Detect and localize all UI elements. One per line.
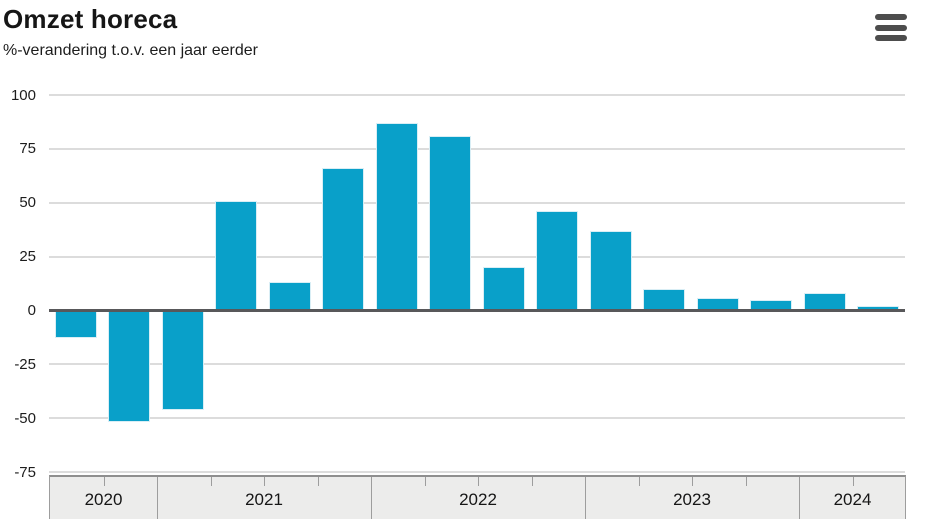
bar-2021-q3[interactable] — [268, 282, 311, 311]
quarter-tick — [852, 477, 854, 486]
bar-2022-q1[interactable] — [375, 123, 418, 311]
chart-subtitle: %-verandering t.o.v. een jaar eerder — [3, 42, 258, 59]
quarter-tick — [317, 477, 319, 486]
year-separator — [157, 477, 158, 519]
bar-2020-q4[interactable] — [108, 310, 151, 423]
y-axis-label-0: 0 — [27, 301, 36, 319]
bar-2022-q4[interactable] — [536, 211, 579, 311]
year-separator — [371, 477, 372, 519]
x-axis-label-2023: 2023 — [673, 490, 711, 509]
hamburger-menu-icon — [875, 35, 907, 41]
y-axis-label-100: 100 — [10, 86, 36, 104]
chart-title: Omzet horeca — [3, 4, 178, 34]
y-axis-label--25: -25 — [14, 355, 36, 373]
bar-2020-q3[interactable] — [54, 310, 97, 339]
bar-2024-q1[interactable] — [803, 293, 846, 311]
bar-2023-q1[interactable] — [589, 230, 632, 311]
gridline--50 — [49, 417, 905, 420]
zero-axis-line — [49, 308, 905, 312]
y-axis-label--50: -50 — [14, 409, 36, 427]
y-axis-label-25: 25 — [19, 248, 36, 266]
quarter-tick — [531, 477, 533, 486]
y-axis-label-75: 75 — [19, 140, 36, 158]
quarter-tick — [264, 477, 265, 486]
gridline-75 — [49, 147, 905, 150]
x-axis-label-2021: 2021 — [245, 490, 283, 509]
y-axis-label-50: 50 — [19, 194, 36, 212]
hamburger-menu-button[interactable] — [874, 13, 908, 42]
x-axis-label-2022: 2022 — [459, 490, 497, 509]
bar-2021-q1[interactable] — [161, 310, 204, 410]
year-separator — [585, 477, 586, 519]
quarter-tick — [478, 477, 479, 486]
bar-2021-q4[interactable] — [322, 168, 365, 311]
hamburger-menu-icon — [875, 24, 907, 31]
quarter-tick — [210, 477, 212, 486]
quarter-tick — [692, 477, 693, 486]
quarter-tick — [103, 477, 105, 486]
x-axis-label-2024: 2024 — [833, 490, 872, 509]
bar-2022-q2[interactable] — [429, 135, 472, 311]
gridline--25 — [49, 363, 905, 366]
quarter-tick — [638, 477, 640, 486]
x-axis-label-2020: 2020 — [84, 490, 123, 509]
y-axis-label--75: -75 — [14, 463, 36, 481]
gridline-25 — [49, 255, 905, 258]
hamburger-menu-icon — [875, 14, 907, 20]
year-separator — [799, 477, 800, 519]
quarter-tick — [424, 477, 426, 486]
plot-area — [49, 94, 905, 473]
bar-2022-q3[interactable] — [482, 267, 525, 311]
gridline-100 — [49, 94, 905, 96]
bar-2023-q2[interactable] — [643, 288, 686, 311]
bar-2021-q2[interactable] — [215, 200, 258, 311]
gridline-50 — [49, 201, 905, 204]
quarter-tick — [745, 477, 747, 486]
x-axis-band: 2020 2021 2022 2023 2024 — [49, 475, 906, 519]
gridline--75 — [49, 471, 905, 473]
